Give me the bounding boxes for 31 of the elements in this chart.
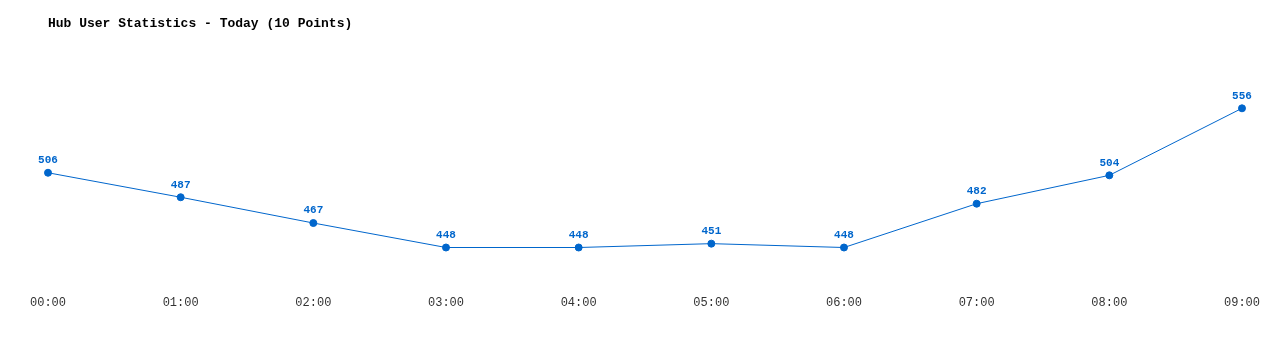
x-tick-label: 03:00 — [427, 295, 465, 310]
data-label: 487 — [170, 178, 191, 191]
point — [442, 243, 450, 252]
point — [707, 239, 716, 248]
data-label: 448 — [568, 228, 589, 241]
data-label: 451 — [701, 224, 722, 237]
x-tick-label: 00:00 — [29, 295, 67, 310]
point — [972, 199, 981, 208]
x-tick-label: 06:00 — [825, 295, 863, 310]
point — [1105, 171, 1114, 180]
x-tick-label: 08:00 — [1091, 295, 1128, 310]
data-label: 448 — [834, 228, 855, 241]
x-tick-label: 05:00 — [693, 295, 730, 310]
point — [574, 243, 583, 252]
x-tick-label: 04:00 — [560, 295, 597, 310]
chart-title: Hub User Statistics - Today (10 Points) — [48, 16, 353, 32]
data-label: 482 — [966, 184, 987, 197]
point — [1238, 104, 1246, 113]
point — [309, 219, 318, 228]
point — [840, 243, 848, 252]
data-label: 504 — [1099, 156, 1120, 169]
data-label: 506 — [38, 154, 58, 167]
x-tick-label: 09:00 — [1223, 295, 1260, 310]
data-label: 448 — [436, 228, 457, 241]
data-label: 556 — [1232, 89, 1252, 102]
x-tick-label: 07:00 — [958, 295, 995, 310]
data-label: 467 — [303, 204, 324, 217]
x-tick-label: 02:00 — [295, 295, 332, 310]
point — [44, 168, 52, 177]
x-tick-label: 01:00 — [162, 295, 199, 310]
point — [176, 193, 185, 202]
